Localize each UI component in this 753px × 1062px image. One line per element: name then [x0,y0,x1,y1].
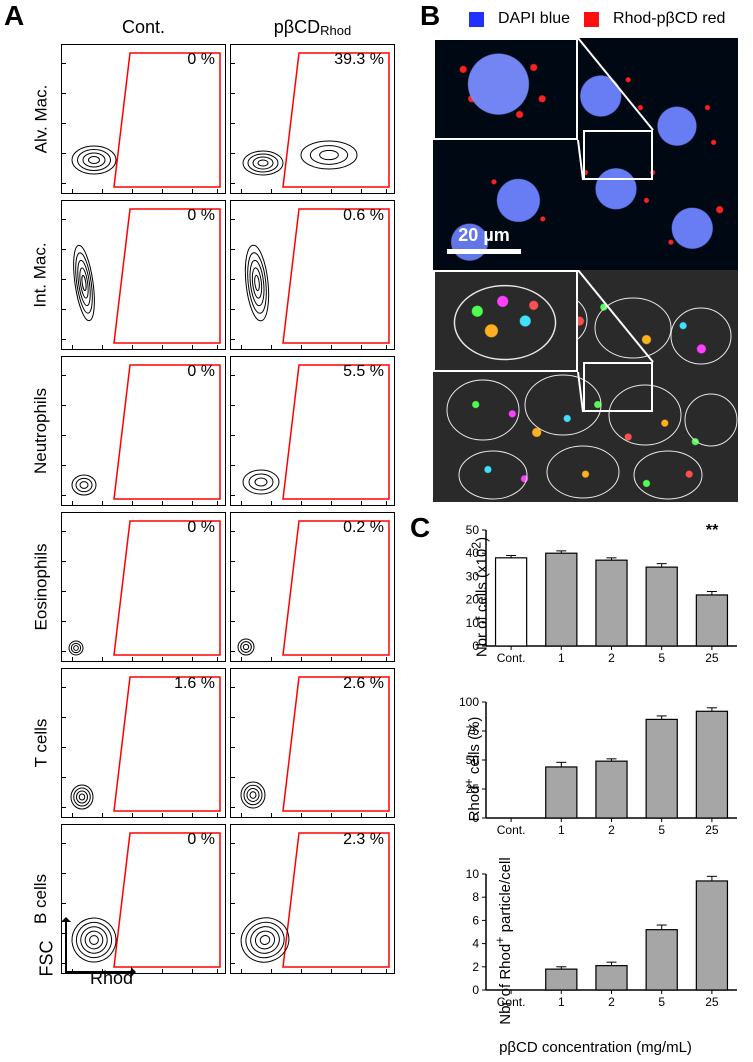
facs-plot: 1.6 % [61,668,226,818]
facs-plot: 0.6 % [230,200,395,350]
gate-pct: 0 % [187,207,215,225]
bar-chart: Rhod+ cells (%)0255075100Cont.12525 [448,694,743,844]
svg-text:0: 0 [472,811,479,825]
facs-plot: 39.3 % [230,44,395,194]
legend-swatch [469,12,484,27]
panelA-label: A [4,0,24,32]
svg-text:2: 2 [608,651,615,665]
gate-pct: 0 % [187,519,215,537]
svg-text:25: 25 [466,782,480,796]
panelB-legend: DAPI blue Rhod-pβCD red [469,10,725,28]
svg-text:1: 1 [558,995,565,1009]
bar-chart: Nbr of Rhod+ particle/cell0246810Cont.12… [448,866,743,1016]
svg-text:0: 0 [472,983,479,997]
svg-text:2: 2 [472,960,479,974]
facs-plot: 0 % [61,824,226,974]
row-label: T cells [25,668,57,818]
gate-pct: 2.6 % [343,675,384,693]
gate-pct: 1.6 % [174,675,215,693]
svg-text:Cont.: Cont. [497,823,526,837]
panelC: Nbr of cells (x102)01020304050Cont.12525… [418,522,743,1020]
svg-text:100: 100 [459,695,479,709]
svg-text:5: 5 [658,651,665,665]
facs-plot: 2.3 % [230,824,395,974]
svg-text:50: 50 [466,753,480,767]
svg-text:40: 40 [466,546,480,560]
svg-text:10: 10 [466,616,480,630]
svg-text:8: 8 [472,890,479,904]
significance-marker: ** [706,522,718,540]
svg-text:Cont.: Cont. [497,651,526,665]
svg-text:25: 25 [705,651,719,665]
gate-pct: 0.2 % [343,519,384,537]
micrograph-segmented [433,270,738,502]
gate-pct: 2.3 % [343,831,384,849]
gate-pct: 0 % [187,51,215,69]
svg-text:0: 0 [472,639,479,653]
facs-plot: 0 % [61,44,226,194]
col-header-cont: Cont. [61,10,226,38]
facs-plot: 0 % [61,200,226,350]
facs-plot: 5.5 % [230,356,395,506]
svg-text:5: 5 [658,995,665,1009]
axis-y-label: FSC [37,941,58,977]
svg-text:25: 25 [705,995,719,1009]
svg-text:30: 30 [466,569,480,583]
legend-swatch [584,12,599,27]
gate-pct: 0 % [187,363,215,381]
row-label: Alv. Mac. [25,44,57,194]
axis-x-label: Rhod [90,968,133,989]
micrograph-fluorescence: 20 µm [433,38,738,270]
facs-plot: 0 % [61,356,226,506]
svg-text:6: 6 [472,913,479,927]
svg-text:20: 20 [466,593,480,607]
svg-text:1: 1 [558,823,565,837]
facs-plot: 0.2 % [230,512,395,662]
svg-text:50: 50 [466,523,480,537]
row-label: Neutrophils [25,356,57,506]
svg-text:2: 2 [608,823,615,837]
svg-text:2: 2 [608,995,615,1009]
figure: A Cont.pβCDRhodAlv. Mac.0 %39.3 %Int. Ma… [0,0,753,1062]
svg-text:75: 75 [466,724,480,738]
gate-pct: 0 % [187,831,215,849]
svg-text:5: 5 [658,823,665,837]
legend-text: Rhod-pβCD red [613,10,725,28]
svg-text:1: 1 [558,651,565,665]
panelB-label: B [420,0,440,32]
panelA: Cont.pβCDRhod Alv. Mac. 0 % 39.3 % Int. Mac.… [25,10,420,974]
row-label: Eosinophils [25,512,57,662]
bar-chart: Nbr of cells (x102)01020304050Cont.12525… [448,522,743,672]
svg-text:10: 10 [466,867,480,881]
col-header-treat: pβCDRhod [230,10,395,38]
facs-plot: 0 % [61,512,226,662]
gate-pct: 5.5 % [343,363,384,381]
svg-text:25: 25 [705,823,719,837]
legend-text: DAPI blue [498,10,570,28]
svg-text:Cont.: Cont. [497,995,526,1009]
scalebar: 20 µm [447,225,521,254]
gate-pct: 0.6 % [343,207,384,225]
chart-xlabel: pβCD concentration (mg/mL) [448,1039,743,1056]
facs-plot: 2.6 % [230,668,395,818]
svg-text:4: 4 [472,937,479,951]
gate-pct: 39.3 % [334,51,384,69]
row-label: Int. Mac. [25,200,57,350]
